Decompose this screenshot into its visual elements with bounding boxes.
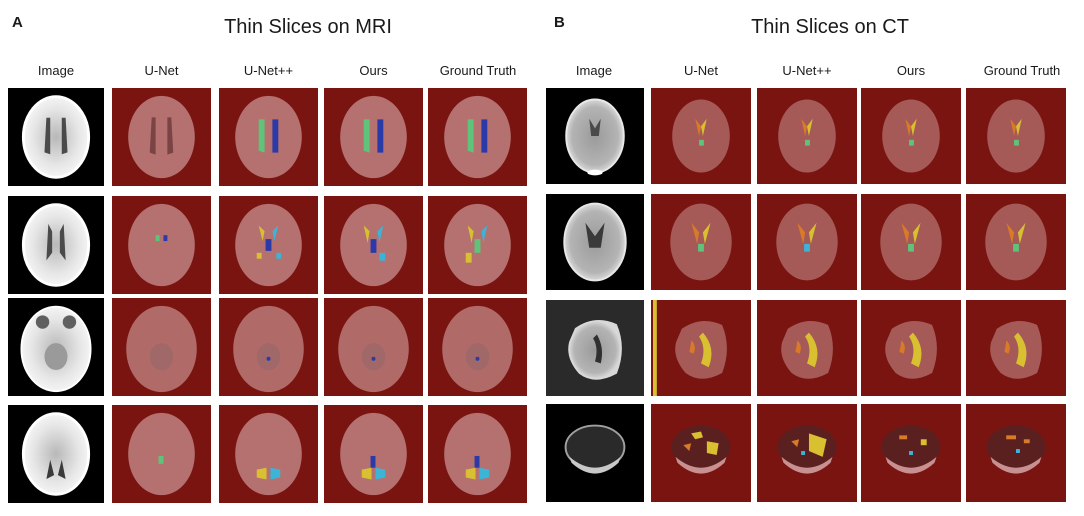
col-header-b-unetpp: U-Net++ [782,63,832,78]
mri-row3-unetpp [219,298,318,396]
col-header-a-image: Image [37,63,75,78]
segmentation-overlay [777,425,837,474]
segmentation-overlay [444,412,511,496]
segmentation-overlay [881,425,941,474]
ct-row3-unetpp [757,300,857,396]
mri-row4-image [8,405,104,503]
panel-title-b: Thin Slices on CT [751,16,909,38]
ct-slice-image [568,320,622,380]
col-header-a-ours: Ours [359,63,388,78]
mri-row1-gt [428,88,527,186]
ct-row4-unetpp [757,404,857,502]
ct-row2-unetpp [757,194,857,290]
mri-row4-gt [428,405,527,503]
mri-row1-unet [112,88,211,186]
segmentation-overlay [340,95,407,179]
col-header-a-unetpp: U-Net++ [243,63,294,78]
segmentation-overlay [442,305,513,393]
mri-row1-ours [324,88,423,186]
col-header-a-gt: Ground Truth [439,63,517,78]
mri-row4-unetpp [219,405,318,503]
segmentation-overlay [672,99,730,173]
mri-row3-gt [428,298,527,396]
mri-row1-image [8,88,104,186]
segmentation-overlay [986,425,1046,474]
mri-row2-unetpp [219,196,318,294]
segmentation-overlay [882,99,940,173]
segmentation-overlay [128,203,195,287]
ct-row4-unet [651,404,751,502]
ct-row3-unet [651,300,751,396]
mri-row4-unet [112,405,211,503]
mri-row2-ours [324,196,423,294]
col-header-b-ours: Ours [896,63,926,78]
ct-row1-image [546,88,644,184]
segmentation-overlay [235,412,302,496]
segmentation-overlay [233,305,304,393]
ct-slice-image [563,202,627,282]
ct-row1-gt [966,88,1066,184]
ct-row2-unet [651,194,751,290]
panel-title-a: Thin Slices on MRI [224,16,392,38]
mri-row3-image [8,298,104,396]
mri-row2-unet [112,196,211,294]
segmentation-overlay [880,203,942,281]
segmentation-overlay [235,95,302,179]
ct-row4-ours [861,404,961,502]
segmentation-overlay [444,95,511,179]
segmentation-overlay [235,203,302,287]
segmentation-overlay [670,203,732,281]
ct-row1-unetpp [757,88,857,184]
col-header-a-unet: U-Net [144,63,179,78]
ct-row3-image [546,300,644,396]
segmentation-overlay [338,305,409,393]
segmentation-overlay [444,203,511,287]
ct-row1-ours [861,88,961,184]
ct-slice-image [565,98,625,176]
segmentation-overlay [671,425,731,474]
segmentation-overlay [990,320,1042,379]
segmentation-overlay [885,320,937,379]
segmentation-overlay [987,99,1045,173]
ct-row2-ours [861,194,961,290]
ct-row2-gt [966,194,1066,290]
panel-letter-a: A [12,14,23,31]
mri-row2-image [8,196,104,294]
segmentation-overlay [653,300,727,396]
mri-row1-unetpp [219,88,318,186]
col-header-b-gt: Ground Truth [983,63,1061,78]
ct-row3-ours [861,300,961,396]
mri-slice-image [21,95,91,179]
ct-row3-gt [966,300,1066,396]
segmentation-overlay [340,203,407,287]
mri-slice-image [21,203,91,287]
ct-slice-image [564,424,626,474]
mri-row2-gt [428,196,527,294]
ct-row4-image [546,404,644,502]
ct-row4-gt [966,404,1066,502]
mri-row3-ours [324,298,423,396]
segmentation-overlay [781,320,833,379]
mri-row4-ours [324,405,423,503]
segmentation-overlay [126,305,197,393]
mri-slice-image [20,305,92,393]
col-header-b-unet: U-Net [684,63,718,78]
segmentation-overlay [128,412,195,496]
mri-row3-unet [112,298,211,396]
segmentation-overlay [776,203,838,281]
segmentation-overlay [985,203,1047,281]
segmentation-overlay [340,412,407,496]
segmentation-overlay [128,95,195,179]
mri-slice-image [21,412,91,496]
panel-letter-b: B [554,14,565,31]
ct-row1-unet [651,88,751,184]
col-header-b-image: Image [575,63,613,78]
segmentation-overlay [778,99,836,173]
ct-row2-image [546,194,644,290]
